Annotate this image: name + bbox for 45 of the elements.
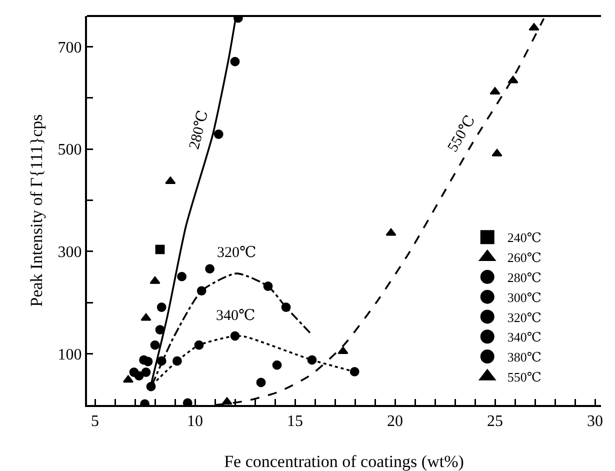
legend-label: 340℃ bbox=[507, 330, 542, 345]
annotation: 280℃ bbox=[186, 108, 212, 152]
y-tick-label: 500 bbox=[58, 142, 82, 159]
point bbox=[140, 313, 152, 321]
point bbox=[214, 130, 224, 139]
legend-label: 280℃ bbox=[507, 270, 542, 285]
point bbox=[155, 244, 165, 254]
legend-label: 300℃ bbox=[507, 290, 542, 305]
y-tick-label: 300 bbox=[58, 244, 82, 262]
annotation: 320℃ bbox=[217, 245, 256, 261]
point bbox=[150, 276, 160, 284]
point bbox=[141, 368, 151, 377]
legend-label: 240℃ bbox=[507, 230, 542, 246]
point bbox=[386, 228, 396, 236]
x-tick-label: 10 bbox=[187, 413, 203, 430]
x-tick-label: 20 bbox=[387, 413, 403, 430]
point bbox=[134, 371, 144, 381]
point bbox=[272, 360, 282, 370]
point bbox=[177, 272, 186, 282]
legend-label: 260℃ bbox=[507, 250, 542, 266]
y-tick-label: 700 bbox=[58, 39, 82, 56]
y-axis-title: Peak Intensity of Γ{111}cps bbox=[27, 114, 46, 307]
point bbox=[165, 176, 176, 184]
point bbox=[150, 340, 160, 350]
legend-label: 550℃ bbox=[507, 369, 542, 384]
point bbox=[230, 56, 240, 66]
x-tick-label: 5 bbox=[91, 413, 99, 430]
y-tick-label: 100 bbox=[58, 346, 82, 364]
point bbox=[350, 367, 360, 376]
point bbox=[222, 397, 232, 405]
x-tick-label: 30 bbox=[587, 413, 603, 430]
x-tick-label: 15 bbox=[287, 413, 303, 430]
point bbox=[205, 264, 214, 274]
legend-label: 320℃ bbox=[507, 310, 542, 325]
legend-label: 380℃ bbox=[507, 350, 542, 365]
annotation: 340℃ bbox=[216, 308, 256, 324]
x-tick-label: 25 bbox=[487, 413, 503, 430]
point bbox=[492, 148, 502, 156]
point bbox=[143, 356, 153, 366]
point bbox=[194, 340, 204, 350]
point bbox=[155, 325, 165, 334]
point bbox=[182, 398, 192, 405]
point bbox=[256, 378, 266, 388]
x-axis-title: Fe concentration of coatings (wt%) bbox=[224, 452, 464, 471]
point bbox=[156, 302, 166, 312]
